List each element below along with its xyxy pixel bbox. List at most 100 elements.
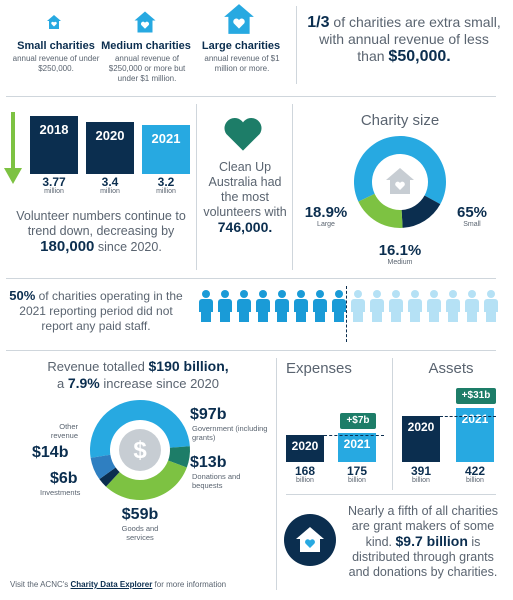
volunteer-value-2018: 3.77 million (42, 175, 66, 195)
expenses-bar-2021: 2021 (338, 433, 376, 462)
fraction-stat: 1/3 of charities are extra small, with a… (304, 14, 504, 65)
revenue-total: $190 billion, (148, 358, 229, 374)
house-icon (386, 168, 414, 194)
person-icon (234, 290, 254, 322)
person-icon (443, 290, 463, 322)
divider (6, 96, 496, 97)
size-small-value: 65% (456, 204, 488, 221)
volunteer-decrease: 180,000 (40, 238, 95, 255)
volunteer-bar-year: 2020 (95, 127, 125, 143)
half-marker-line (346, 286, 347, 342)
volunteer-text: Volunteer numbers continue to trend down… (16, 209, 186, 255)
house-heart-icon-large (224, 4, 254, 34)
donut-segment-2 (105, 460, 187, 500)
volunteer-value-2020: 3.4 million (100, 175, 120, 195)
divider (196, 104, 197, 270)
person-icon (386, 290, 406, 322)
volunteer-bar-2018: 2018 (30, 116, 78, 174)
divider (286, 494, 496, 495)
divider (6, 278, 496, 279)
divider (276, 358, 277, 590)
size-small-desc: annual revenue of under $250,000. (12, 54, 100, 73)
person-icon (196, 290, 216, 322)
divider (296, 6, 297, 84)
person-icon (367, 290, 387, 322)
donut-segment-2 (358, 193, 403, 228)
charity-size-donut (354, 136, 446, 228)
revenue-headline: Revenue totalled $190 billion, a 7.9% in… (47, 358, 229, 391)
charity-data-explorer-link[interactable]: Charity Data Explorer (70, 580, 153, 589)
charity-size-title: Charity size (360, 112, 440, 129)
person-icon (272, 290, 292, 322)
grant-text: Nearly a fifth of all charities are gran… (347, 504, 499, 579)
expenses-dashed-line (324, 435, 384, 437)
revenue-goods-label: Goods and services (121, 524, 159, 542)
person-icon (329, 290, 349, 322)
house-heart-icon-small (47, 15, 61, 29)
dollar-coin-icon (119, 429, 161, 471)
volunteer-bar-2021: 2021 (142, 124, 190, 174)
grant-icon-circle (284, 514, 336, 566)
revenue-growth: 7.9% (67, 375, 100, 391)
donut-segment-3 (99, 467, 120, 487)
divider (392, 358, 393, 490)
fraction-stat-text: of charities are extra small, with annua… (319, 14, 501, 64)
heart-icon (224, 117, 262, 151)
house-heart-icon-medium (134, 11, 156, 33)
size-small-label: Small (463, 221, 481, 228)
size-large-value: 18.9% (304, 204, 348, 221)
revenue-other-amount: $14b (32, 444, 69, 461)
volunteer-bar-year: 2018 (39, 122, 69, 137)
person-icon (291, 290, 311, 322)
assets-bar-2020: 2020 (402, 416, 440, 462)
size-medium-title: Medium charities (101, 40, 191, 52)
fraction-stat-amount: $50,000. (388, 48, 451, 65)
expenses-value-2020: 168 billion (294, 464, 316, 484)
house-heart-icon (296, 527, 324, 552)
down-arrow-icon (4, 112, 22, 184)
person-icon (462, 290, 482, 322)
donut-segment-0 (354, 136, 446, 205)
size-small-title: Small charities (17, 40, 95, 52)
person-icon (253, 290, 273, 322)
assets-title: Assets (428, 360, 474, 377)
staff-text: 50% of charities operating in the 2021 r… (9, 288, 183, 333)
volunteer-bar-2020: 2020 (86, 121, 134, 174)
size-large-desc: annual revenue of $1 million or more. (204, 54, 280, 73)
revenue-donut: $ (89, 399, 190, 500)
dollar-sign-icon: $ (133, 437, 147, 464)
revenue-other-label: Other revenue (50, 422, 78, 440)
revenue-gov-label: Government (including grants) (192, 424, 268, 442)
person-icon (481, 290, 501, 322)
clean-up-text: Clean Up Australia had the most voluntee… (203, 160, 287, 235)
divider (6, 350, 496, 351)
size-large-title: Large charities (201, 40, 281, 52)
person-icon (348, 290, 368, 322)
donut-segment-1 (401, 195, 441, 228)
expenses-change-tag: +$7b (340, 413, 376, 430)
heart-icon (395, 181, 405, 190)
size-large-label: Large (317, 221, 335, 228)
grant-amount: $9.7 billion (395, 533, 468, 549)
staff-percent: 50% (9, 288, 36, 303)
size-medium-desc: annual revenue of $250,000 or more but u… (108, 54, 186, 83)
revenue-investments-label: Investments (40, 488, 81, 497)
assets-value-2021: 422 billion (464, 464, 486, 484)
revenue-donations-label: Donations and bequests (192, 472, 241, 490)
size-medium-label: Medium (387, 259, 413, 266)
donut-segment-0 (89, 399, 190, 458)
revenue-gov-amount: $97b (190, 406, 227, 423)
revenue-donations-amount: $13b (190, 454, 227, 471)
expenses-bar-2020: 2020 (286, 435, 324, 462)
volunteer-bar-year: 2021 (151, 130, 181, 146)
size-medium-value: 16.1% (378, 242, 422, 259)
person-icon (310, 290, 330, 322)
assets-dashed-line (440, 416, 496, 418)
person-icon (424, 290, 444, 322)
donut-segment-1 (168, 446, 190, 468)
fraction-stat-bold: 1/3 (307, 14, 330, 31)
assets-change-tag: +$31b (456, 388, 496, 405)
clean-up-amount: 746,000. (217, 219, 273, 235)
divider (292, 104, 293, 270)
revenue-goods-amount: $59b (121, 506, 159, 523)
